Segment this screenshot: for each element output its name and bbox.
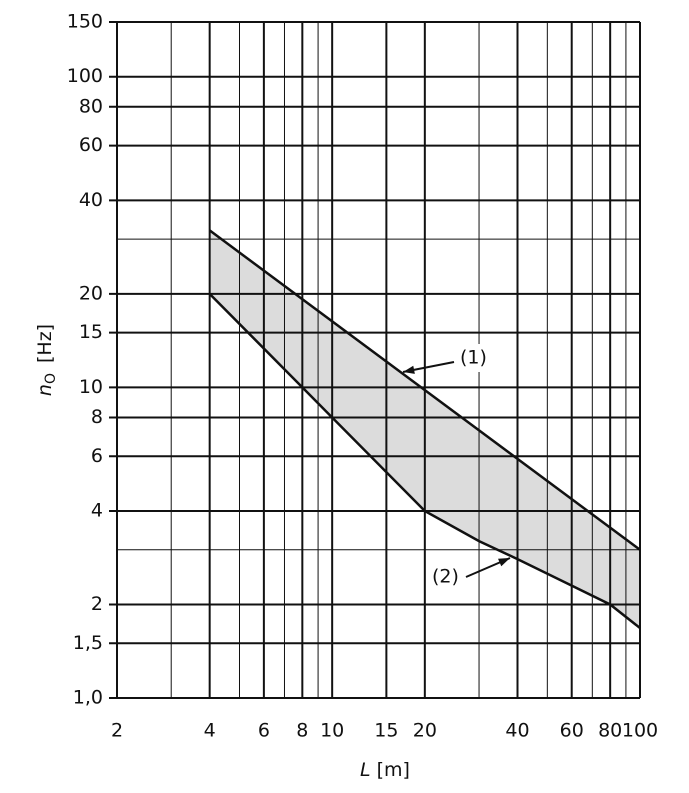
y-tick-label: 8	[91, 406, 103, 428]
y-tick-label: 100	[67, 65, 103, 87]
y-tick-label: 150	[67, 11, 103, 33]
boundary-line	[208, 292, 641, 629]
y-axis-label: nO [Hz]	[34, 324, 60, 396]
annotation-bg	[428, 563, 464, 591]
boundary-line	[208, 229, 641, 551]
y-tick-label: 1,5	[73, 632, 103, 654]
x-tick-label: 6	[258, 720, 270, 742]
y-tick-label: 15	[79, 321, 103, 343]
x-tick-label: 100	[622, 720, 658, 742]
x-tick-label: 2	[111, 720, 123, 742]
arrow-head	[403, 365, 415, 374]
x-tick-label: 15	[374, 720, 398, 742]
x-axis-label: L [m]	[360, 759, 410, 781]
x-tick-label: 10	[320, 720, 344, 742]
x-tick-label: 20	[413, 720, 437, 742]
x-tick-label: 4	[204, 720, 216, 742]
y-tick-label: 40	[79, 189, 103, 211]
y-tick-label: 2	[91, 593, 103, 615]
x-tick-label: 60	[560, 720, 584, 742]
annotation-label: (1)	[460, 347, 487, 369]
y-axis-unit: [Hz]	[34, 324, 56, 363]
annotation-label: (2)	[432, 566, 459, 588]
x-tick-label: 40	[505, 720, 529, 742]
x-axis-unit: [m]	[377, 759, 410, 781]
annotation-bg	[456, 344, 492, 372]
y-tick-label: 6	[91, 445, 103, 467]
y-tick-label: 60	[79, 134, 103, 156]
y-axis-subscript: O	[43, 373, 59, 384]
x-axis-symbol: L	[360, 759, 371, 781]
y-tick-label: 10	[79, 376, 103, 398]
x-tick-label: 80	[598, 720, 622, 742]
arrow-head	[498, 558, 510, 567]
y-axis-symbol: n	[34, 384, 56, 396]
y-tick-label: 1,0	[73, 687, 103, 709]
x-tick-label: 8	[296, 720, 308, 742]
y-tick-label: 20	[79, 282, 103, 304]
y-tick-label: 4	[91, 499, 103, 521]
y-tick-label: 80	[79, 95, 103, 117]
